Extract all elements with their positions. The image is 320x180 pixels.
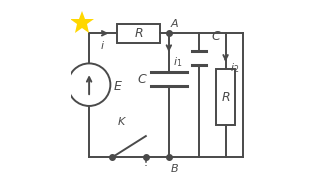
Text: $i$: $i$ xyxy=(100,39,105,51)
Bar xyxy=(117,24,160,43)
Text: $i_2$: $i_2$ xyxy=(230,62,239,75)
Text: $K$: $K$ xyxy=(117,115,127,127)
Bar xyxy=(216,69,235,125)
Text: $C$: $C$ xyxy=(212,30,222,43)
Text: $R$: $R$ xyxy=(134,27,143,40)
Text: $C$: $C$ xyxy=(137,73,148,86)
Text: $B$: $B$ xyxy=(170,162,179,174)
Text: $i_1$: $i_1$ xyxy=(173,55,183,69)
Text: $E$: $E$ xyxy=(113,80,123,93)
Text: $R$: $R$ xyxy=(221,91,230,104)
Text: $A$: $A$ xyxy=(170,17,179,29)
